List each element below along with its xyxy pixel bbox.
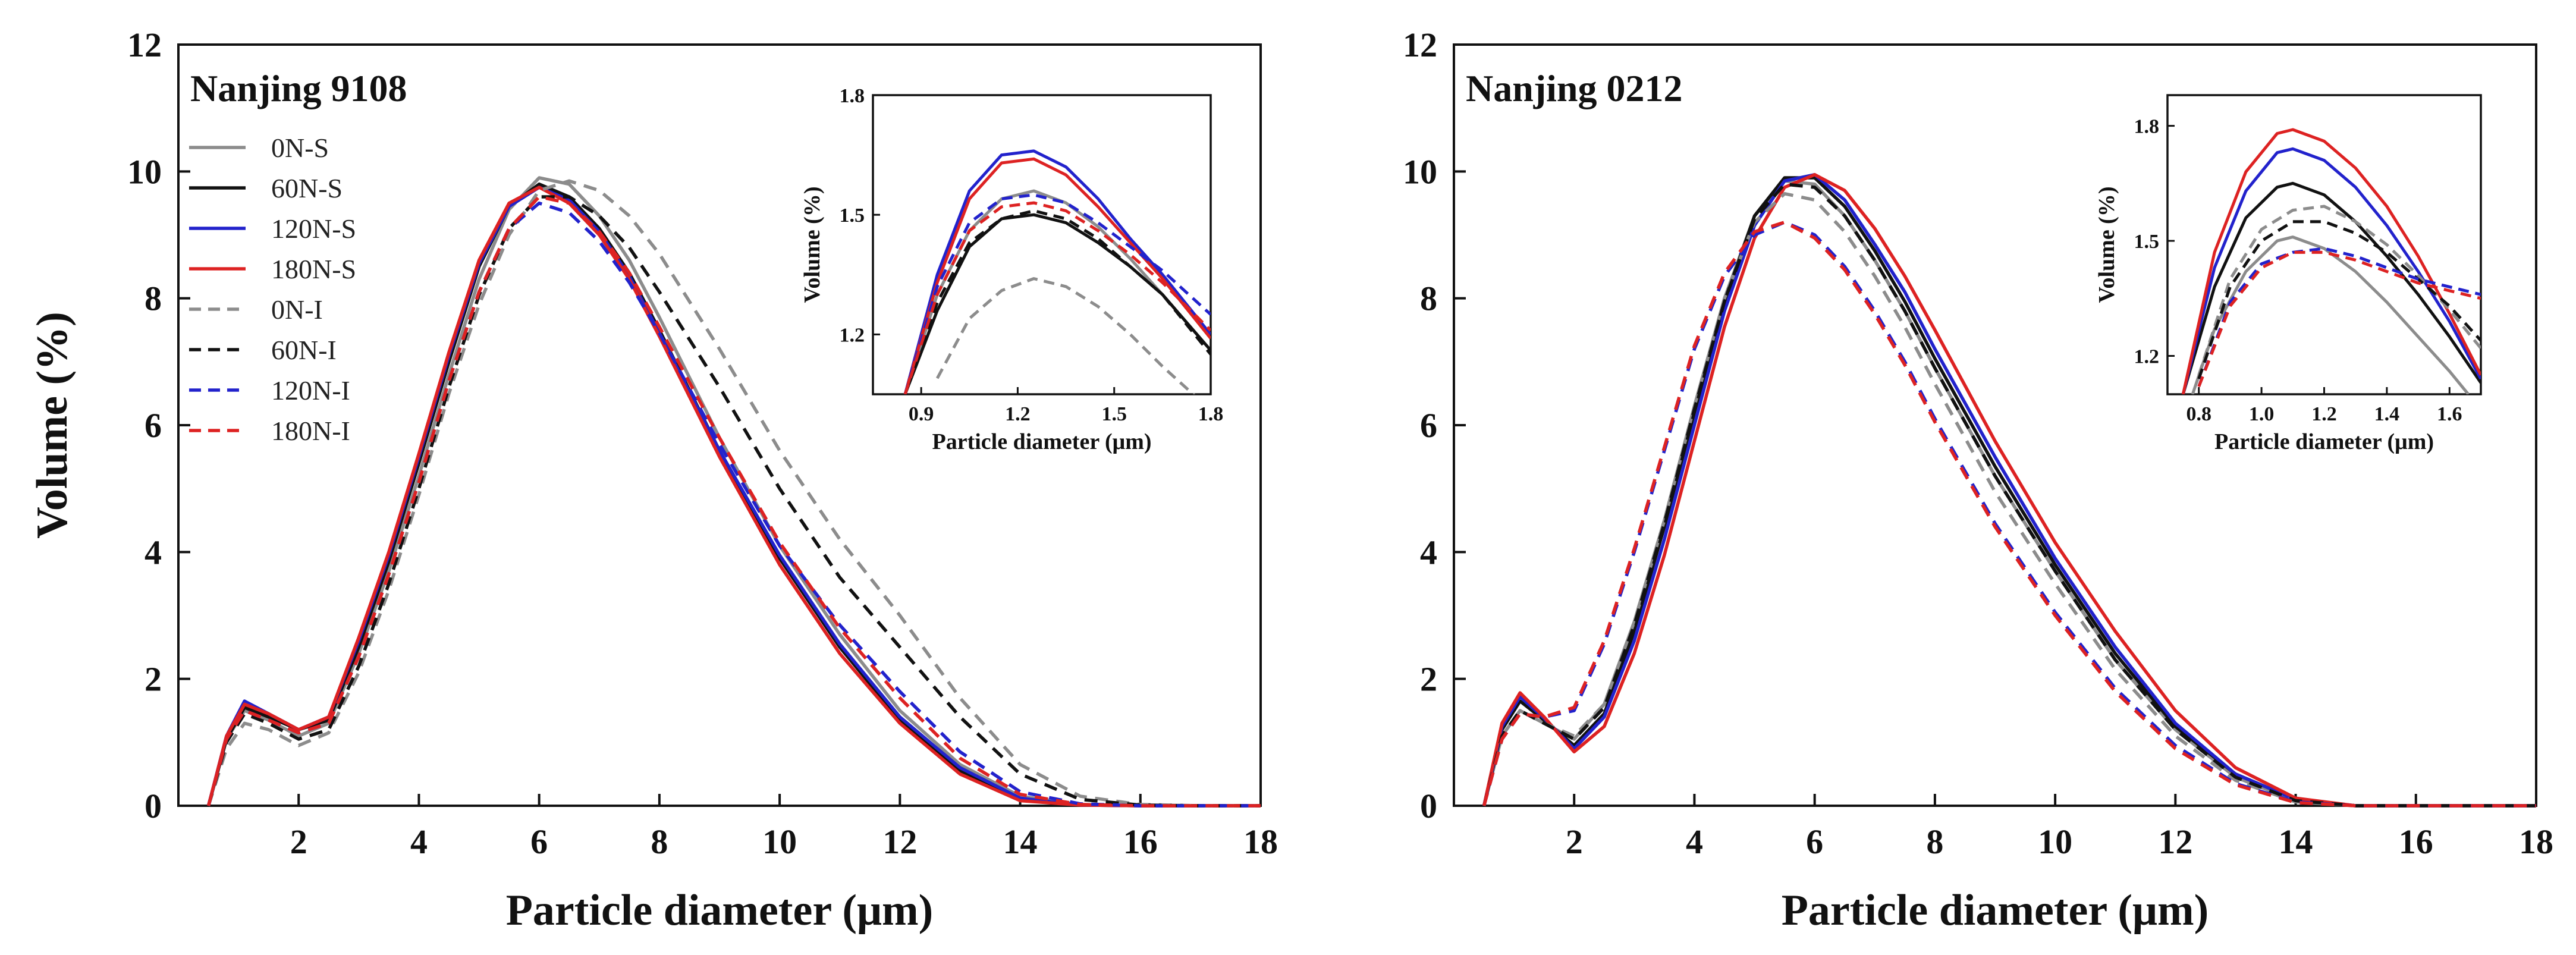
inset-y-tick-label: 1.8 bbox=[2134, 116, 2160, 138]
y-tick-label: 12 bbox=[127, 26, 162, 64]
inset-y-axis-title: Volume (%) bbox=[2094, 187, 2119, 303]
inset-x-tick-label: 1.8 bbox=[1198, 403, 1224, 425]
y-tick-label: 8 bbox=[1420, 279, 1437, 318]
y-tick-label: 2 bbox=[1420, 660, 1437, 699]
x-tick-label: 12 bbox=[882, 822, 917, 861]
x-tick-label: 18 bbox=[1243, 822, 1278, 861]
series-line-0N-I bbox=[206, 179, 1261, 808]
inset-y-tick-label: 1.8 bbox=[840, 85, 865, 107]
inset-series-line-60N-I bbox=[2197, 220, 2481, 380]
y-tick-label: 0 bbox=[1420, 787, 1437, 825]
y-tick-label: 10 bbox=[127, 152, 162, 191]
y-tick-label: 10 bbox=[1403, 152, 1437, 191]
inset-x-tick-label: 1.2 bbox=[2311, 403, 2337, 425]
x-tick-label: 2 bbox=[1566, 822, 1583, 861]
inset-y-tick-label: 1.2 bbox=[2134, 346, 2160, 368]
inset-series-line-180N-S bbox=[2181, 128, 2481, 394]
y-tick-label: 6 bbox=[144, 406, 162, 445]
series-line-60N-I bbox=[206, 195, 1261, 808]
y-tick-label: 6 bbox=[1420, 406, 1437, 445]
x-tick-label: 2 bbox=[290, 822, 307, 861]
series-line-0N-I bbox=[1482, 191, 2536, 808]
inset-series-line-0N-I bbox=[935, 277, 1196, 394]
x-axis-title: Particle diameter (μm) bbox=[506, 886, 934, 935]
inset-y-tick-label: 1.2 bbox=[840, 324, 865, 346]
inset-x-tick-label: 1.6 bbox=[2437, 403, 2462, 425]
panel-title: Nanjing 9108 bbox=[190, 67, 407, 109]
x-tick-label: 10 bbox=[762, 822, 797, 861]
series-line-120N-S bbox=[1482, 172, 2536, 808]
inset-series-line-180N-S bbox=[903, 157, 1211, 394]
legend-label-180N-S: 180N-S bbox=[271, 254, 356, 284]
panel-title: Nanjing 0212 bbox=[1466, 67, 1683, 109]
inset-x-tick-label: 1.5 bbox=[1101, 403, 1127, 425]
legend-label-120N-S: 120N-S bbox=[271, 213, 356, 244]
x-tick-label: 18 bbox=[2519, 822, 2553, 861]
inset-y-tick-label: 1.5 bbox=[2134, 231, 2160, 253]
legend-label-180N-I: 180N-I bbox=[271, 416, 350, 446]
inset-frame bbox=[872, 94, 1212, 395]
panel-nanjing-9108: 2 4 6 8 10 12 14 16 18 0 2 4 6 8 10 12 Particle diameter… bbox=[28, 26, 1278, 935]
series-line-60N-I bbox=[1482, 182, 2536, 808]
x-tick-label: 6 bbox=[530, 822, 548, 861]
legend-label-120N-I: 120N-I bbox=[271, 375, 350, 406]
inset-y-axis-title: Volume (%) bbox=[800, 187, 825, 303]
x-tick-label: 16 bbox=[2399, 822, 2433, 861]
inset-series-line-180N-I bbox=[903, 201, 1211, 394]
inset-x-tick-label: 1.2 bbox=[1005, 403, 1031, 425]
series-line-0N-S bbox=[206, 176, 1261, 808]
y-tick-label: 0 bbox=[144, 787, 162, 825]
series-line-180N-S bbox=[1482, 172, 2536, 808]
legend-label-0N-S: 0N-S bbox=[271, 133, 329, 163]
inset-frame bbox=[2166, 94, 2482, 395]
y-tick-label: 4 bbox=[1420, 533, 1437, 571]
y-tick-label: 8 bbox=[144, 279, 162, 318]
x-tick-label: 14 bbox=[1003, 822, 1038, 861]
x-tick-label: 12 bbox=[2158, 822, 2192, 861]
series-line-180N-I bbox=[206, 195, 1261, 808]
inset-series-line-180N-I bbox=[2197, 250, 2481, 388]
inset-x-axis-title: Particle diameter (μm) bbox=[932, 429, 1152, 454]
x-tick-label: 10 bbox=[2038, 822, 2072, 861]
inset-y-tick-label: 1.5 bbox=[840, 205, 865, 227]
inset-plot: 0.9 1.2 1.5 1.8 1.2 1.5 1.8 Particle diameter (… bbox=[800, 85, 1223, 454]
inset-series-line-0N-S bbox=[2191, 235, 2470, 394]
x-tick-label: 8 bbox=[1926, 822, 1943, 861]
legend-label-60N-S: 60N-S bbox=[271, 173, 343, 203]
y-axis-title: Volume (%) bbox=[28, 312, 77, 539]
inset-x-tick-label: 0.8 bbox=[2186, 403, 2211, 425]
y-tick-label: 12 bbox=[1403, 26, 1437, 64]
x-tick-label: 6 bbox=[1806, 822, 1823, 861]
y-tick-label: 4 bbox=[144, 533, 162, 571]
inset-series-line-60N-I bbox=[903, 209, 1211, 394]
inset-plot: 0.8 1.0 1.2 1.4 1.6 1.2 1.5 1.8 Particle diamete… bbox=[2094, 94, 2482, 454]
inset-x-tick-label: 1.0 bbox=[2249, 403, 2275, 425]
inset-series-line-120N-I bbox=[2197, 247, 2481, 387]
inset-series-line-60N-S bbox=[903, 213, 1211, 394]
x-tick-label: 8 bbox=[651, 822, 668, 861]
inset-series-line-60N-S bbox=[2181, 181, 2481, 394]
legend-label-0N-I: 0N-I bbox=[271, 294, 323, 325]
inset-series-line-120N-I bbox=[903, 193, 1211, 394]
inset-x-tick-label: 1.4 bbox=[2374, 403, 2400, 425]
x-tick-label: 16 bbox=[1123, 822, 1158, 861]
x-tick-label: 14 bbox=[2279, 822, 2313, 861]
legend-label-60N-I: 60N-I bbox=[271, 335, 337, 365]
panel-nanjing-0212: 2 4 6 8 10 12 14 16 18 0 2 4 6 8 10 12 Particle diameter… bbox=[1403, 26, 2553, 935]
inset-x-tick-label: 0.9 bbox=[909, 403, 934, 425]
series-line-180N-I bbox=[1482, 220, 2536, 808]
y-tick-label: 2 bbox=[144, 660, 162, 699]
x-axis-title: Particle diameter (μm) bbox=[1782, 886, 2209, 935]
x-tick-label: 4 bbox=[410, 822, 428, 861]
x-tick-label: 4 bbox=[1686, 822, 1703, 861]
inset-x-axis-title: Particle diameter (μm) bbox=[2214, 429, 2434, 454]
inset-series-line-120N-S bbox=[903, 149, 1211, 394]
